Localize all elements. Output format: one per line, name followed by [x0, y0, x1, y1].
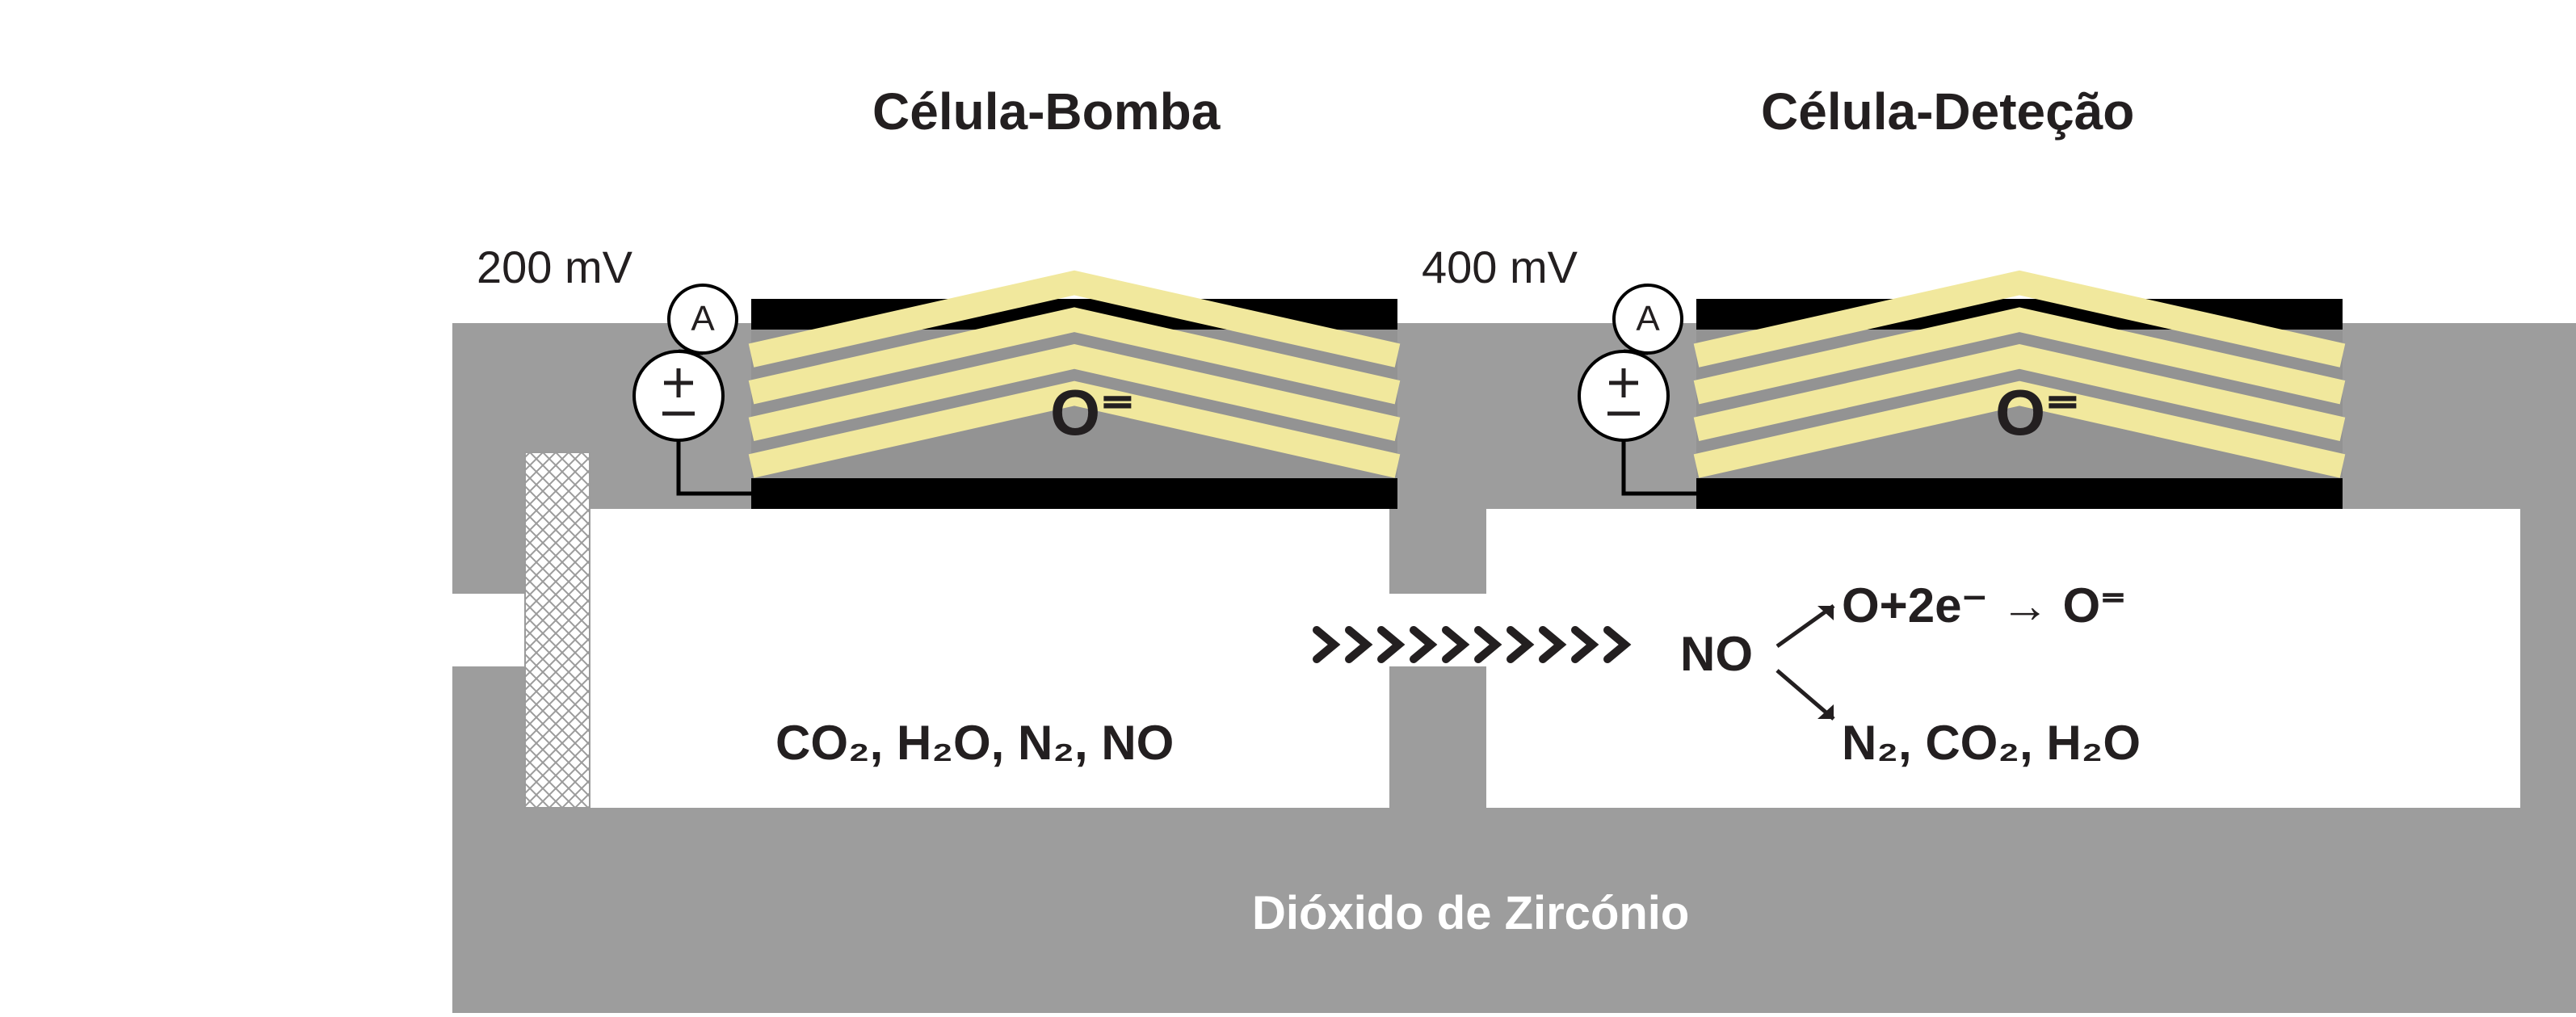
electrode-bottom: [751, 478, 1397, 509]
svg-text:A: A: [691, 299, 715, 338]
svg-text:O⁼: O⁼: [1995, 376, 2079, 448]
diagram-canvas: O⁼ A Célula-Bomba 200 mV O⁼ A Célula-Deteção 40…: [0, 0, 2576, 1013]
electrode-bottom: [1696, 478, 2343, 509]
outlet-gases-label: N₂, CO₂, H₂O: [1842, 716, 2141, 770]
svg-text:A: A: [1636, 299, 1660, 338]
pump-cell-title: Célula-Bomba: [872, 82, 1221, 141]
inlet-slot: [396, 594, 452, 666]
detection-cell-voltage: 400 mV: [1422, 242, 1578, 292]
svg-text:O⁼: O⁼: [1050, 376, 1134, 448]
detection-cell-title: Célula-Deteção: [1761, 82, 2134, 141]
no-label: NO: [1680, 627, 1753, 681]
reduction-equation: O+2e⁻ → O⁼: [1842, 578, 2126, 632]
diffusion-barrier: [525, 452, 590, 808]
substrate-label: Dióxido de Zircónio: [1252, 887, 1689, 939]
pump-cell-voltage: 200 mV: [477, 242, 633, 292]
inlet-gases-label: CO₂, H₂O, N₂, NO: [775, 716, 1174, 770]
